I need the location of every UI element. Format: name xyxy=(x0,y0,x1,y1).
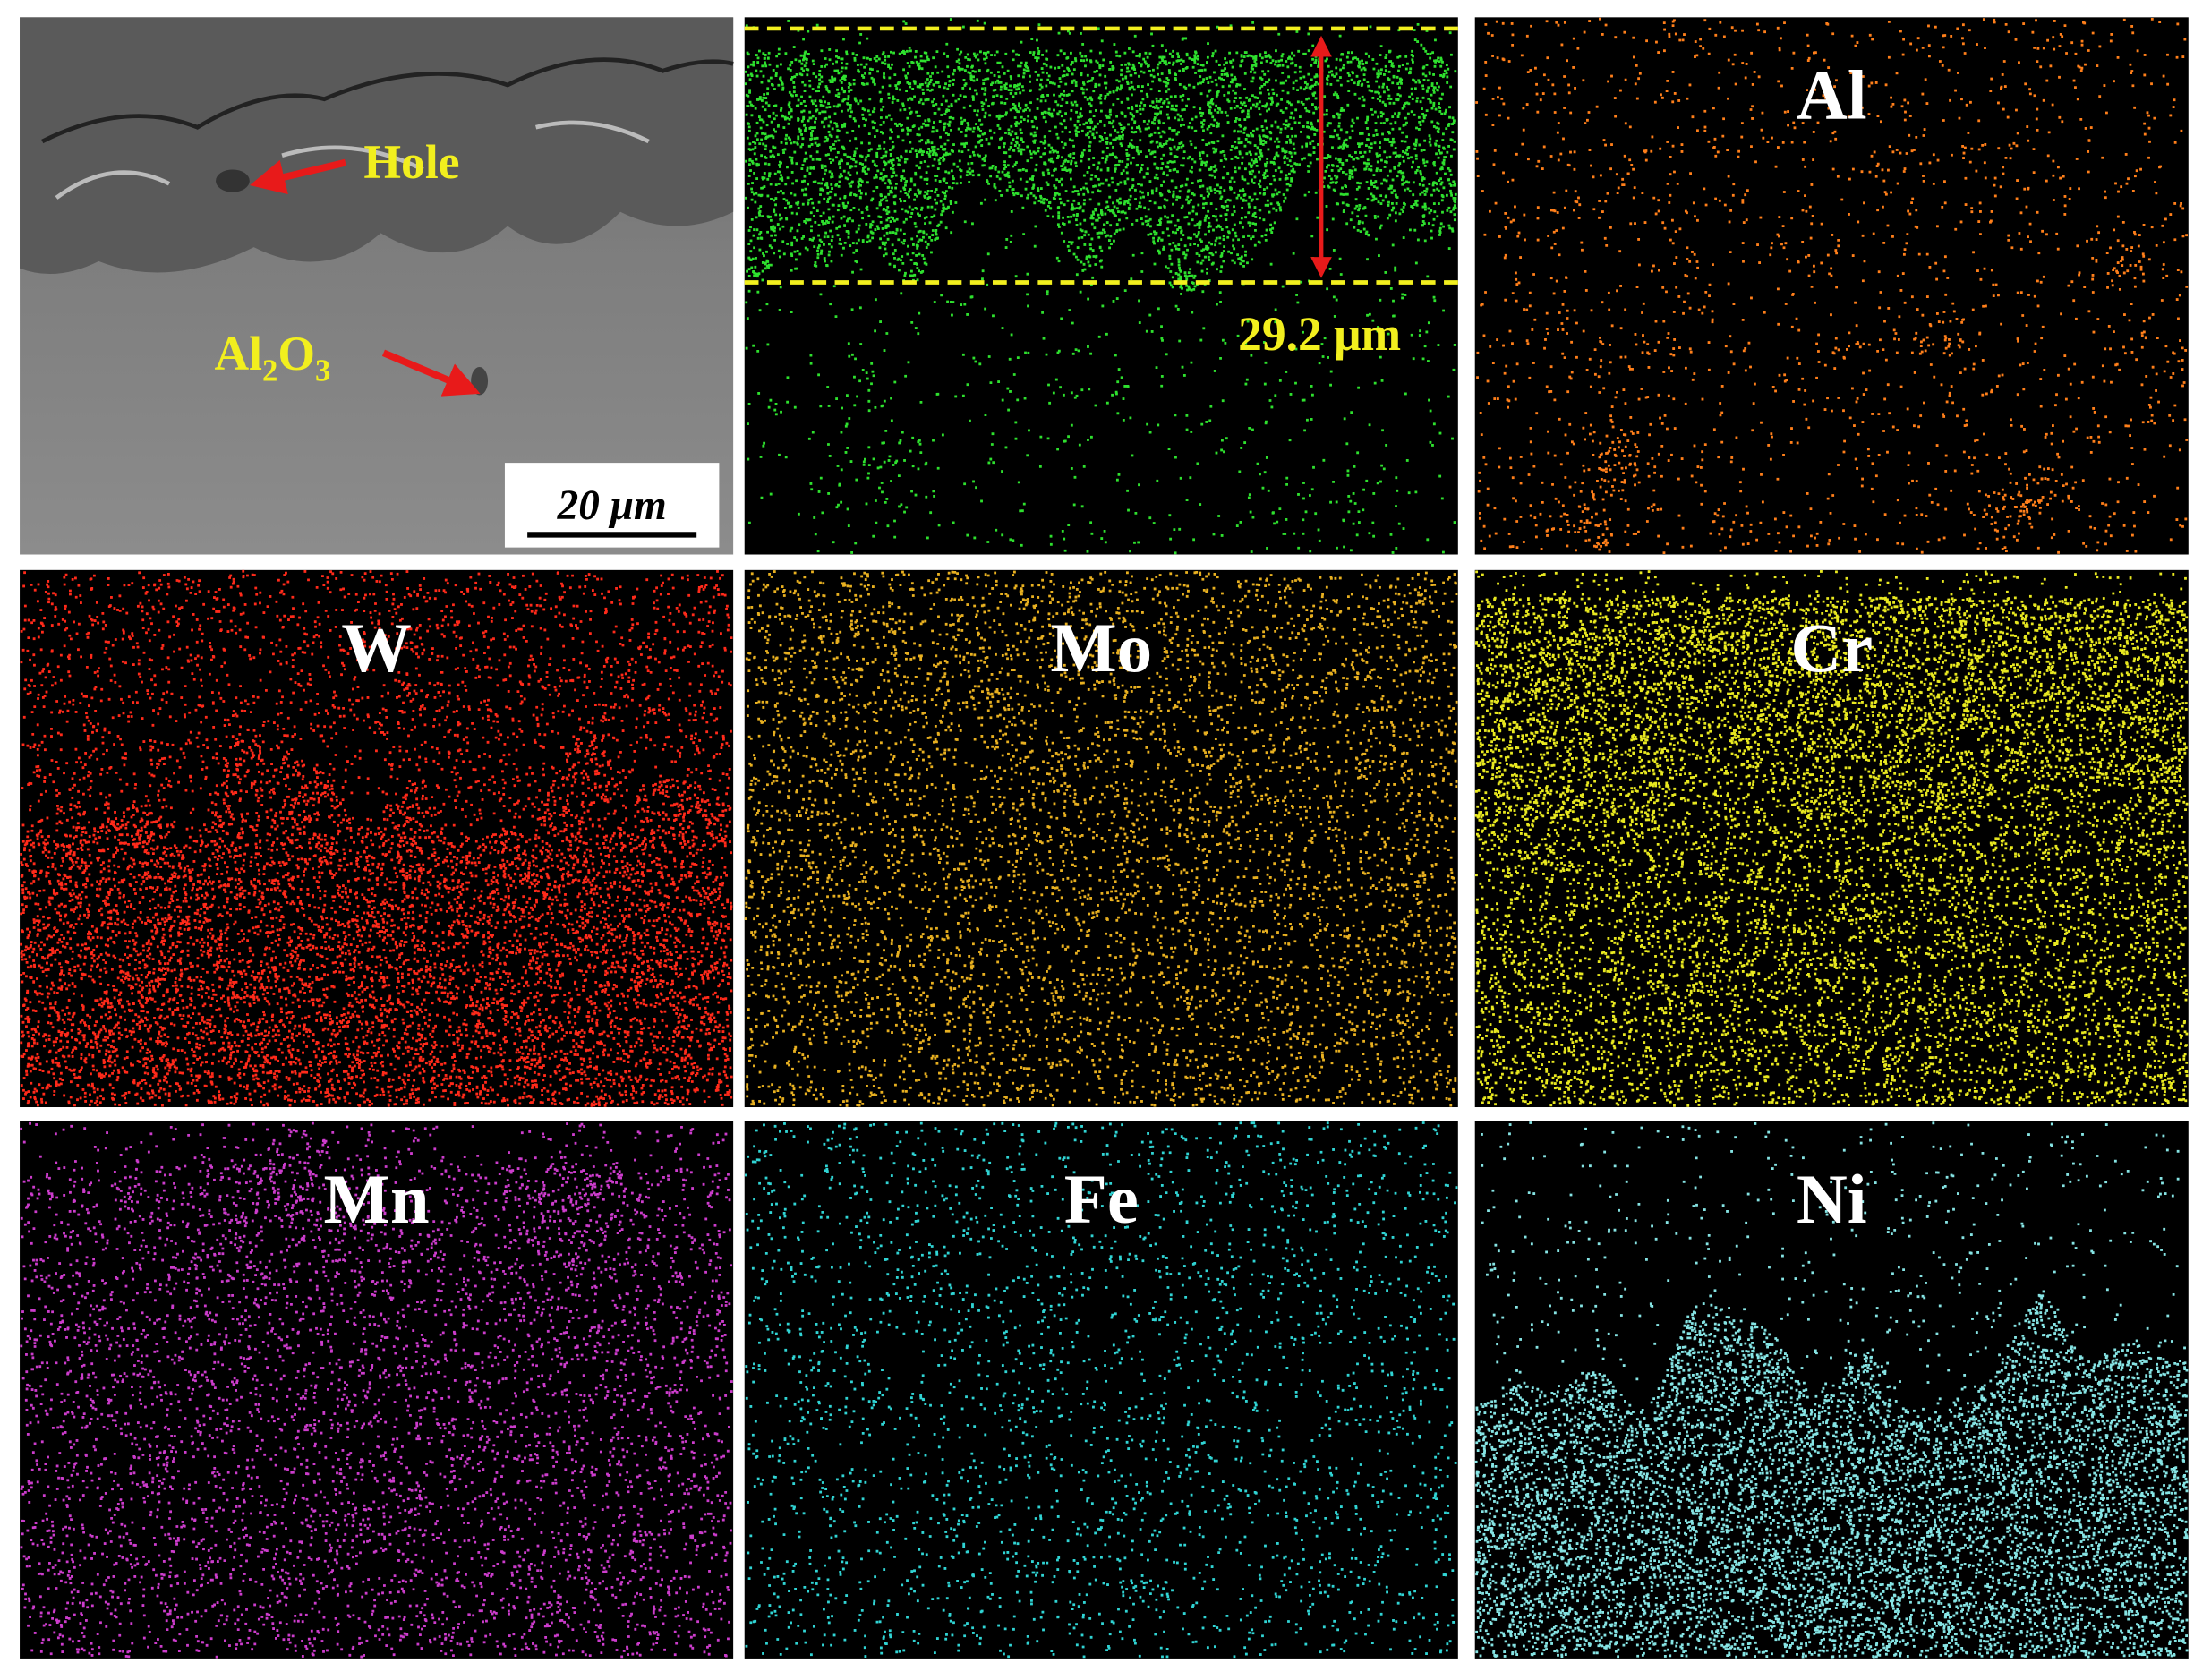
sem-panel: Hole Al2O3 20 μm xyxy=(20,17,734,555)
element-dots xyxy=(1474,569,2189,1107)
scale-bar-label: 20 μm xyxy=(557,482,667,529)
label-part: O xyxy=(277,327,315,380)
element-label: Mo xyxy=(1050,610,1152,687)
element-dots xyxy=(1475,17,2189,555)
oxide-label: Al2O3 xyxy=(214,327,330,388)
label-part: 3 xyxy=(315,354,330,388)
element-label: Al xyxy=(1797,57,1867,135)
arrow xyxy=(250,158,346,195)
hole xyxy=(216,169,250,192)
coating-region xyxy=(20,17,734,275)
element-label: Ni xyxy=(1797,1161,1867,1239)
label-part: 2 xyxy=(262,354,277,388)
map-background xyxy=(744,1121,1458,1659)
element-label: Cr xyxy=(1790,610,1873,687)
element-label: Mn xyxy=(324,1161,430,1239)
thickness-label: 29.2 μm xyxy=(1238,307,1401,361)
texture xyxy=(55,120,650,200)
element-dots xyxy=(20,569,733,1107)
maps: Al W Mo Cr Mn Fe Ni xyxy=(20,17,2189,1659)
element-dots xyxy=(20,1121,733,1659)
arrow xyxy=(381,349,481,397)
element-dots xyxy=(744,18,1457,555)
element-label: W xyxy=(341,610,412,687)
oxygen-overlay: 29.2 μm xyxy=(744,26,1461,361)
element-dots xyxy=(745,1121,1458,1659)
element-dots xyxy=(744,570,1458,1107)
element-label: Fe xyxy=(1064,1161,1139,1239)
crack xyxy=(41,57,734,144)
hole-label: Hole xyxy=(363,135,459,189)
element-dots xyxy=(1474,1121,2189,1659)
label-part: Al xyxy=(214,327,262,380)
